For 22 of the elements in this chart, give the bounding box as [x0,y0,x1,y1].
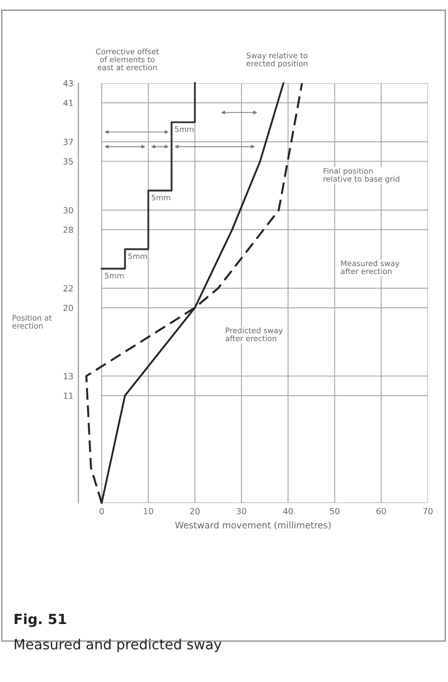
y-tick-label: 37 [64,138,73,146]
x-tick-label: 0 [100,508,104,514]
text: Measured and predicted sway [14,638,222,652]
text: Fig. 51 [14,613,66,628]
y-tick-label: 13 [64,373,73,380]
y-tick-label: 28 [64,226,73,233]
y-tick-label: 43 [63,80,73,86]
x-tick-label: 20 [190,508,200,514]
y-tick-label: 30 [64,207,73,214]
x-axis-title: Westward movement (millimetres) [175,521,331,530]
x-tick-label: 70 [423,508,433,514]
x-tick-label: 50 [330,508,340,514]
y-tick-label: 11 [64,392,73,399]
x-tick-label: 60 [376,508,386,514]
y-tick-label: 20 [64,304,73,312]
x-tick-label: 10 [144,508,154,514]
y-tick-label: 35 [64,158,73,165]
line-series [100,82,196,270]
y-tick-label: 22 [64,285,73,292]
x-tick-label: 30 [236,508,246,514]
y-tick-label: 41 [63,100,73,106]
x-tick-label: 40 [283,508,293,514]
